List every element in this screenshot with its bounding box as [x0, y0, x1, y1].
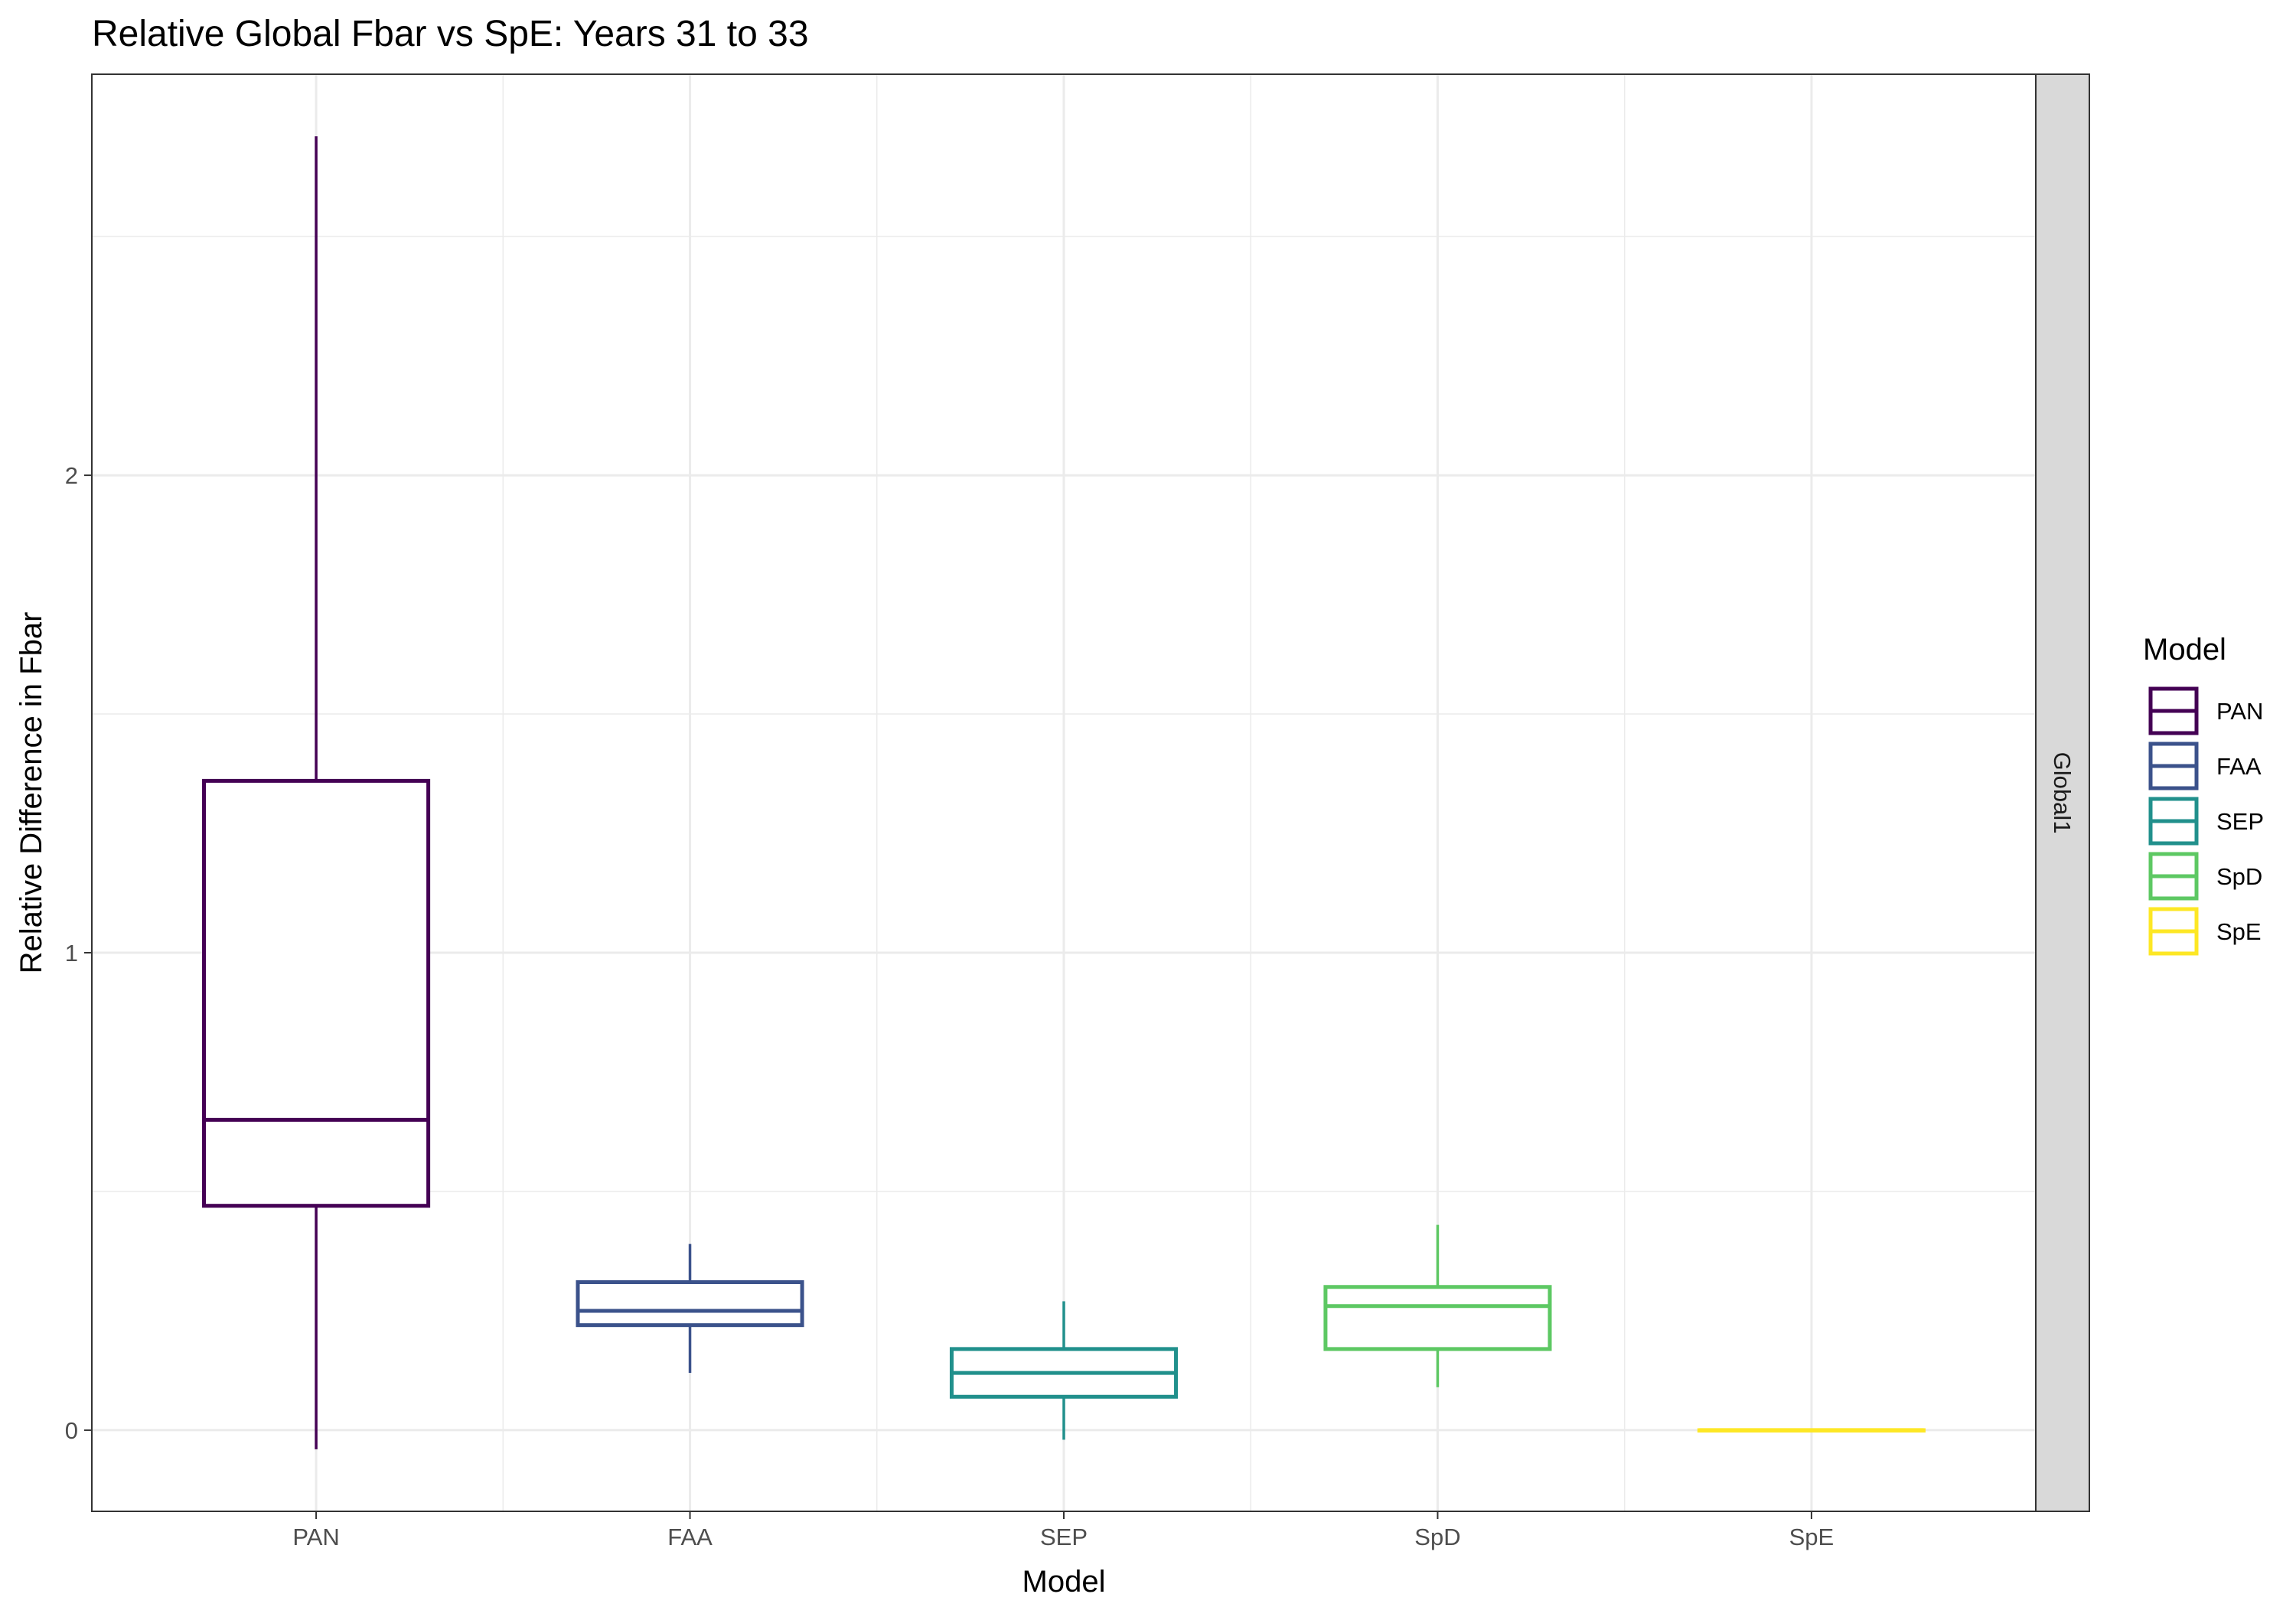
- legend: Model PAN FAA SEP SpD SpE: [2143, 633, 2264, 956]
- legend-label: SEP: [2216, 808, 2264, 835]
- legend-label: FAA: [2216, 753, 2262, 780]
- boxplot-faa: [576, 1244, 804, 1374]
- y-axis: 0 1 2: [65, 462, 92, 1444]
- x-tick-label: PAN: [292, 1524, 339, 1550]
- facet-strip-background: [2035, 73, 2090, 1512]
- legend-title: Model: [2143, 633, 2226, 667]
- x-axis: PAN FAA SEP SpD SpE: [292, 1511, 1834, 1550]
- plot-panel: [91, 73, 2037, 1512]
- box-iqr: [1323, 1285, 1552, 1351]
- y-tick-label: 0: [65, 1417, 78, 1444]
- legend-label: SpD: [2216, 863, 2262, 890]
- x-tick-label: SpE: [1789, 1524, 1835, 1550]
- x-tick-label: SEP: [1040, 1524, 1088, 1550]
- boxplot-sep: [949, 1301, 1179, 1440]
- boxplots: [202, 136, 1926, 1449]
- boxplot-spe: [1697, 1428, 1926, 1433]
- legend-item-faa: FAA: [2148, 742, 2262, 790]
- legend-item-sep: SEP: [2148, 797, 2264, 846]
- y-tick-label: 2: [65, 462, 78, 489]
- legend-item-spd: SpD: [2148, 852, 2262, 901]
- facet-strip: Global1: [2035, 73, 2090, 1512]
- y-tick-label: 1: [65, 940, 78, 966]
- facet-strip-label: Global1: [2049, 752, 2076, 834]
- boxplot-pan: [202, 136, 431, 1449]
- x-tick-label: FAA: [667, 1524, 713, 1550]
- legend-item-spe: SpE: [2148, 907, 2262, 956]
- box-iqr: [202, 778, 431, 1208]
- x-axis-title: Model: [1022, 1565, 1106, 1599]
- x-tick-label: SpD: [1414, 1524, 1460, 1550]
- boxplot-spd: [1323, 1224, 1552, 1387]
- box-iqr: [576, 1280, 804, 1328]
- y-axis-title: Relative Difference in Fbar: [15, 612, 48, 974]
- legend-item-pan: PAN: [2148, 686, 2263, 735]
- legend-label: SpE: [2216, 918, 2262, 945]
- legend-label: PAN: [2216, 698, 2263, 725]
- chart-title: Relative Global Fbar vs SpE: Years 31 to…: [92, 14, 809, 54]
